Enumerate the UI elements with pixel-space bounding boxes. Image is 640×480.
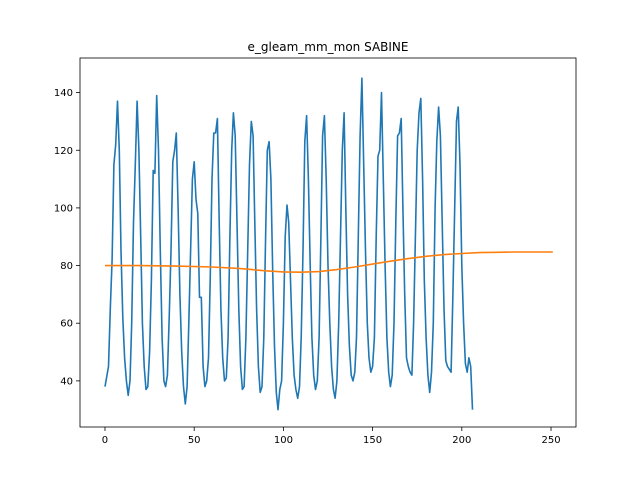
axes-layer: 0 50 100 150 200 250 40 60 80 100 120 140 [54,57,577,446]
y-tick-label: 140 [54,88,73,99]
y-tick-label: 80 [60,261,73,272]
x-tick-label: 50 [188,435,201,446]
x-tick-label: 200 [452,435,471,446]
x-tick-label: 250 [541,435,560,446]
x-tick-label: 0 [102,435,108,446]
y-tick-label: 100 [54,203,73,214]
series-layer [104,77,553,411]
y-tick-label: 40 [60,376,73,387]
series-line-2 [105,251,553,273]
chart-title: e_gleam_mm_mon SABINE [248,40,409,54]
y-tick-label: 60 [60,319,73,330]
plot-frame [79,57,577,428]
x-tick-label: 150 [363,435,382,446]
series-line-1 [104,77,474,411]
x-tick-label: 100 [274,435,293,446]
y-tick-label: 120 [54,146,73,157]
